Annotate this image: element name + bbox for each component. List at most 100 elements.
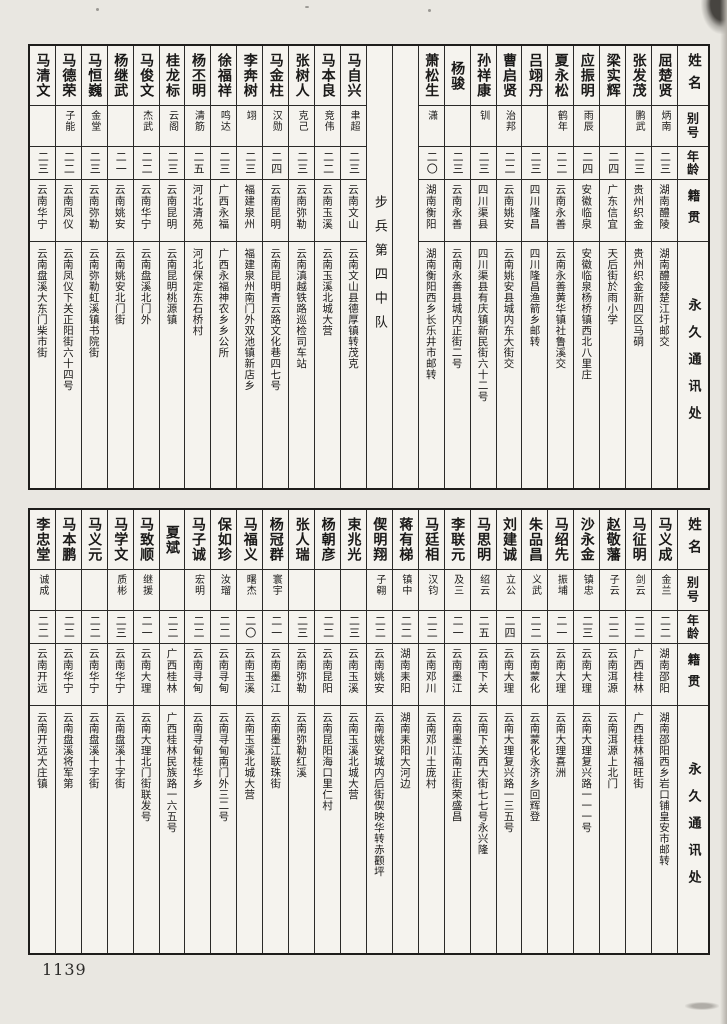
person-address: 云南邓川土庞村	[424, 712, 437, 789]
person-address: 湖南衡阳西乡长乐井市邮转	[424, 248, 437, 380]
person-column: 马本鹏 二二 云南华宁 云南盘溪将军第	[54, 510, 81, 953]
person-address: 云南玉溪北城大营	[243, 712, 256, 800]
person-age: 二二	[652, 611, 677, 644]
person-origin: 云南寻甸	[185, 644, 211, 706]
person-name: 桂龙标	[159, 46, 185, 106]
person-age: 二三	[444, 147, 470, 180]
person-address: 云南下关西大街七七号永兴隆	[476, 712, 489, 855]
person-origin: 云南华宁	[55, 644, 81, 706]
person-alias: 汝瑠	[211, 570, 237, 611]
person-address: 云南大理喜洲	[554, 712, 567, 778]
person-origin: 云南墨江	[444, 644, 470, 706]
person-alias: 竞伟	[315, 106, 341, 147]
person-alias: 继援	[133, 570, 159, 611]
person-name: 蒋有梯	[392, 510, 418, 570]
person-name: 马金柱	[263, 46, 289, 106]
person-address: 云南盘溪十字街	[113, 712, 126, 789]
person-alias: 云阁	[159, 106, 185, 147]
person-alias: 潇	[418, 106, 444, 147]
person-address: 云南蒙化永济乡回辉登	[528, 712, 541, 822]
person-alias	[315, 570, 341, 611]
person-address: 安徽临泉杨桥镇西北八里庄	[580, 248, 593, 380]
person-name: 杨继武	[107, 46, 133, 106]
person-origin: 云南大理	[574, 644, 600, 706]
person-age: 二二	[496, 147, 522, 180]
person-alias: 绍云	[470, 570, 496, 611]
person-column: 朱品昌 义武 二二 云南蒙化 云南蒙化永济乡回辉登	[521, 510, 548, 953]
person-column: 张发茂 鹏武 二三 贵州织金 贵州织金新四区马硐	[625, 46, 652, 488]
person-name: 马自兴	[341, 46, 366, 106]
person-age: 二二	[55, 611, 81, 644]
person-column: 李联元 及三 二一 云南墨江 云南墨江南正街荣盛昌	[443, 510, 470, 953]
person-address: 云南弥勒虹溪镇书院街	[87, 248, 100, 358]
person-column: 刘建诚 立公 二四 云南大理 云南大理复兴路一三五号	[495, 510, 522, 953]
person-alias	[289, 570, 315, 611]
person-address: 湖南醴陵楚江圩邮交	[658, 248, 671, 347]
header-name-label: 姓名	[678, 46, 708, 106]
bottom-roster-table: 姓名 别号 年龄 籍贯 永久通讯处 马义成 金兰 二二 湖南邵阳 湖南邵阳西乡岩…	[28, 508, 710, 955]
person-alias: 镇中	[392, 570, 418, 611]
person-address: 湖南耒阳大河边	[398, 712, 411, 789]
person-name: 马俊文	[133, 46, 159, 106]
person-alias: 子云	[600, 570, 626, 611]
person-column: 束兆光 二三 云南玉溪 云南玉溪北城大营	[340, 510, 366, 953]
person-alias: 立公	[496, 570, 522, 611]
person-column: 马绍先 振埔 二一 云南大理 云南大理喜洲	[547, 510, 574, 953]
person-column: 马俊文 杰武 二二 云南华宁 云南盘溪北门外	[132, 46, 159, 488]
person-age: 二三	[341, 147, 366, 180]
person-name: 夏斌	[159, 510, 185, 570]
person-column: 张树人 克己 二三 云南弥勒 云南滇越铁路巡检司车站	[288, 46, 315, 488]
person-name: 应振明	[574, 46, 600, 106]
person-name: 马本良	[315, 46, 341, 106]
person-alias: 振埔	[548, 570, 574, 611]
person-origin: 广东信宜	[600, 180, 626, 242]
person-origin: 云南下关	[470, 644, 496, 706]
person-alias: 剑云	[626, 570, 652, 611]
person-age: 二三	[341, 611, 366, 644]
person-origin: 云南华宁	[81, 644, 107, 706]
person-column: 应振明 雨辰 二四 安徽临泉 安徽临泉杨桥镇西北八里庄	[573, 46, 600, 488]
person-alias: 镇忠	[574, 570, 600, 611]
person-origin: 云南大理	[133, 644, 159, 706]
header-origin-label: 籍贯	[678, 644, 708, 706]
person-address: 福建泉州南门外双池镇新店乡	[243, 248, 256, 391]
person-name: 马义元	[81, 510, 107, 570]
person-address: 云南开远大庄镇	[35, 712, 48, 789]
person-name: 梁实辉	[600, 46, 626, 106]
person-age: 二一	[133, 611, 159, 644]
person-column: 李忠堂 诚成 二二 云南开远 云南开远大庄镇	[29, 510, 55, 953]
person-name: 马致顺	[133, 510, 159, 570]
person-name: 马廷相	[418, 510, 444, 570]
person-name: 束兆光	[341, 510, 366, 570]
person-age: 二三	[237, 147, 263, 180]
header-origin-label: 籍贯	[678, 180, 708, 242]
person-address: 云南昆明桃源镇	[165, 248, 178, 325]
person-column: 偰明翔 子翱 二二 云南姚安 云南姚安城内后街偰映华转赤颧坪	[365, 510, 392, 953]
person-column: 杨朝彦 二二 云南昆阳 云南昆阳海口里仁村	[314, 510, 341, 953]
person-alias: 钏	[470, 106, 496, 147]
person-column: 屈楚贤 炳南 二三 湖南醴陵 湖南醴陵楚江圩邮交	[651, 46, 677, 488]
person-address: 云南昆明青云路文化巷四七号	[269, 248, 282, 391]
person-age: 二三	[574, 611, 600, 644]
person-name: 夏永松	[548, 46, 574, 106]
scan-edge-shadow	[720, 0, 727, 1024]
person-address: 广西桂林民族路一六五号	[165, 712, 178, 833]
person-address: 云南盘溪十字街	[87, 712, 100, 789]
person-origin: 广西桂林	[159, 644, 185, 706]
person-address: 云南大理复兴路一一一号	[580, 712, 593, 833]
person-origin: 云南洱源	[600, 644, 626, 706]
person-column: 吕翊丹 二三 四川隆昌 四川隆昌渔箭乡邮转	[521, 46, 548, 488]
person-origin: 云南凤仪	[55, 180, 81, 242]
person-address: 四川隆昌渔箭乡邮转	[528, 248, 541, 347]
header-alias-label: 别号	[678, 570, 708, 611]
person-age: 二二	[185, 611, 211, 644]
person-alias	[81, 570, 107, 611]
person-column: 马廷相 汉钧 二二 云南邓川 云南邓川土庞村	[417, 510, 444, 953]
person-address: 云南姚安北门街	[113, 248, 126, 325]
person-origin: 四川隆昌	[522, 180, 548, 242]
person-address: 云南永善县城内正街二号	[450, 248, 463, 369]
person-address: 云南姚安城内后街偰映华转赤颧坪	[372, 712, 385, 877]
person-age: 二三	[522, 147, 548, 180]
person-column: 马福义 曙杰 二〇 云南玉溪 云南玉溪北城大营	[236, 510, 263, 953]
person-column: 马致顺 继援 二一 云南大理 云南大理北门街联发号	[132, 510, 159, 953]
